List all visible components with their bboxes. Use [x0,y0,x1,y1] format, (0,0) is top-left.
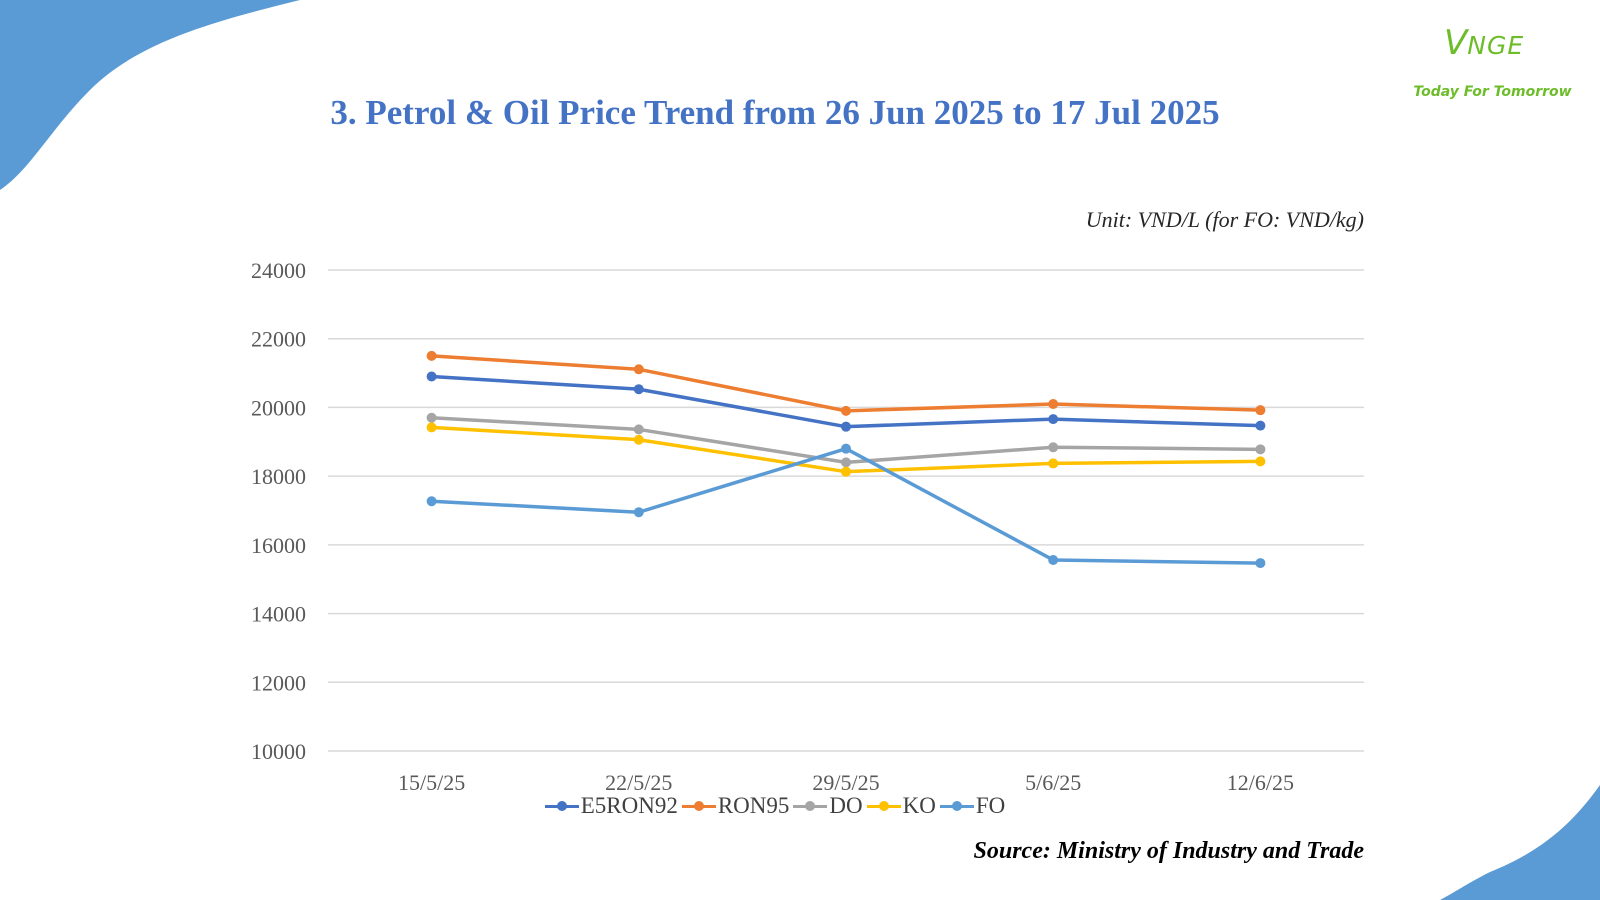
legend-swatch [866,799,901,813]
x-tick-label: 29/5/25 [812,770,879,795]
legend-label: DO [829,793,863,818]
data-point-ko [1255,456,1266,467]
top-left-wave [0,0,300,190]
y-tick-label: 12000 [251,670,306,695]
data-point-e5ron92 [426,371,437,382]
data-point-ron95 [1255,405,1266,416]
legend-swatch [681,799,716,813]
data-point-ko [426,422,437,433]
data-point-ron95 [841,405,851,416]
data-point-do [841,457,851,468]
data-point-e5ron92 [841,421,851,432]
data-point-e5ron92 [1255,420,1266,431]
data-point-ron95 [426,350,437,361]
data-point-ko [1048,458,1059,469]
series-line-e5ron92 [431,374,1261,429]
legend-item-ko: KO [866,793,936,819]
y-tick-label: 10000 [251,739,306,764]
x-tick-label: 15/5/25 [398,770,465,795]
x-tick-label: 22/5/25 [605,770,672,795]
page-title: 3. Petrol & Oil Price Trend from 26 Jun … [330,93,1220,132]
source-note: Source: Ministry of Industry and Trade [973,838,1365,864]
data-point-e5ron92 [1048,414,1059,425]
logo-tagline: Today For Tomorrow [1413,84,1572,100]
legend-swatch [939,799,974,813]
legend-label: E5RON92 [580,793,678,818]
data-point-e5ron92 [633,384,644,395]
y-tick-label: 24000 [251,258,306,283]
data-point-do [633,424,644,435]
y-tick-label: 20000 [251,395,306,420]
y-tick-label: 14000 [251,602,306,627]
legend-item-e5ron92: E5RON92 [544,793,678,819]
legend-item-do: DO [793,793,863,819]
data-point-do [426,412,437,423]
y-tick-label: 16000 [251,533,306,558]
x-tick-label: 12/6/25 [1227,770,1294,795]
grid-lines [328,269,1364,752]
data-point-ko [841,466,851,477]
data-point-fo [426,496,437,507]
data-point-fo [841,443,851,454]
data-point-do [1255,444,1266,455]
y-axis-ticks: 10000 12000 14000 16000 18000 20000 22000 24000 [251,258,306,764]
legend-swatch [544,799,579,813]
legend-label: FO [975,793,1006,818]
y-tick-label: 22000 [251,327,306,352]
data-point-ko [633,434,644,445]
data-point-fo [1048,554,1059,565]
chart-legend: E5RON92 RON95 DO KO FO [0,793,1550,819]
x-tick-label: 5/6/25 [1025,770,1081,795]
series-points [426,350,1266,569]
x-axis-ticks: 15/5/25 22/5/25 29/5/25 5/6/25 12/6/25 [398,770,1294,795]
unit-note: Unit: VND/L (for FO: VND/kg) [1085,207,1364,232]
legend-item-fo: FO [939,793,1006,819]
data-point-fo [1255,558,1266,569]
legend-label: RON95 [717,793,790,818]
bottom-right-wave [1440,785,1600,900]
legend-label: KO [902,793,936,818]
legend-swatch [793,799,828,813]
logo: VNGE [1444,23,1525,63]
y-tick-label: 18000 [251,464,306,489]
data-point-ron95 [633,364,644,375]
data-point-ron95 [1048,398,1059,409]
data-point-fo [633,507,644,518]
data-point-do [1048,442,1059,453]
legend-item-ron95: RON95 [681,793,790,819]
